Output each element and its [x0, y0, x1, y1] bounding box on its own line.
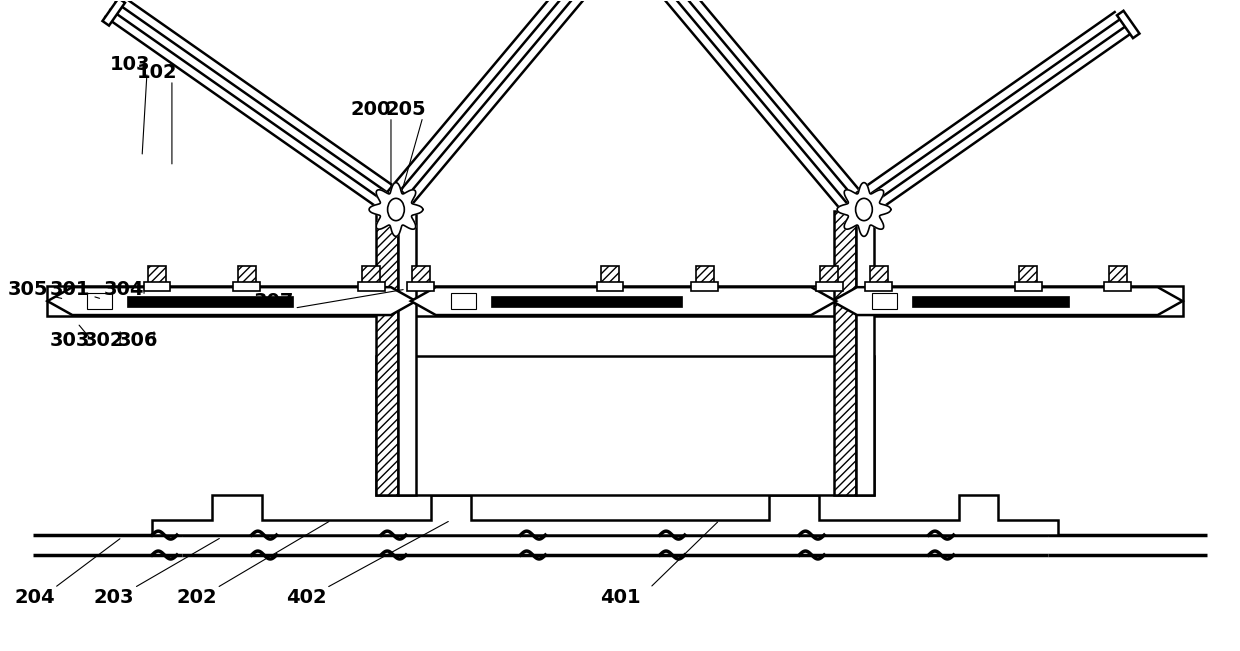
Polygon shape: [837, 183, 890, 236]
Bar: [491, 296, 682, 307]
Polygon shape: [370, 183, 423, 236]
Bar: [128, 296, 293, 307]
Bar: [144, 283, 170, 291]
Text: 303: 303: [50, 331, 91, 350]
Text: 205: 205: [386, 100, 427, 119]
Bar: [233, 283, 260, 291]
Text: 102: 102: [136, 62, 177, 81]
Bar: [357, 283, 384, 291]
Bar: [362, 266, 379, 284]
Bar: [87, 293, 112, 309]
Text: 402: 402: [286, 589, 326, 607]
Text: 203: 203: [94, 589, 134, 607]
Polygon shape: [1117, 11, 1140, 38]
Polygon shape: [410, 287, 836, 315]
Text: 204: 204: [14, 589, 55, 607]
Ellipse shape: [388, 199, 404, 221]
Bar: [1109, 266, 1127, 284]
Bar: [1014, 283, 1042, 291]
Polygon shape: [832, 287, 1183, 315]
Bar: [835, 212, 856, 495]
Polygon shape: [103, 0, 125, 25]
Bar: [870, 266, 888, 284]
Text: 302: 302: [84, 331, 124, 350]
Bar: [398, 212, 415, 495]
Bar: [691, 283, 718, 291]
Ellipse shape: [856, 199, 872, 221]
Bar: [696, 266, 713, 284]
Bar: [911, 296, 1069, 307]
Bar: [596, 283, 624, 291]
Text: 202: 202: [176, 589, 217, 607]
Bar: [816, 283, 842, 291]
Bar: [376, 212, 398, 495]
Bar: [376, 356, 874, 495]
Bar: [820, 266, 838, 284]
Text: 307: 307: [253, 292, 294, 311]
Bar: [148, 266, 166, 284]
Text: 103: 103: [110, 55, 150, 74]
Bar: [1105, 283, 1131, 291]
Text: 200: 200: [351, 100, 392, 119]
Bar: [412, 266, 430, 284]
Bar: [601, 266, 619, 284]
Bar: [872, 293, 897, 309]
Bar: [856, 212, 874, 495]
Bar: [408, 283, 434, 291]
Bar: [866, 283, 893, 291]
Text: 401: 401: [600, 589, 640, 607]
Text: 301: 301: [50, 280, 91, 299]
Bar: [450, 293, 476, 309]
Text: 306: 306: [118, 331, 159, 350]
Bar: [1019, 266, 1037, 284]
Bar: [47, 286, 1183, 316]
Bar: [238, 266, 255, 284]
Polygon shape: [47, 287, 415, 315]
Text: 305: 305: [7, 280, 48, 299]
Text: 304: 304: [104, 280, 144, 299]
Polygon shape: [153, 495, 1058, 535]
